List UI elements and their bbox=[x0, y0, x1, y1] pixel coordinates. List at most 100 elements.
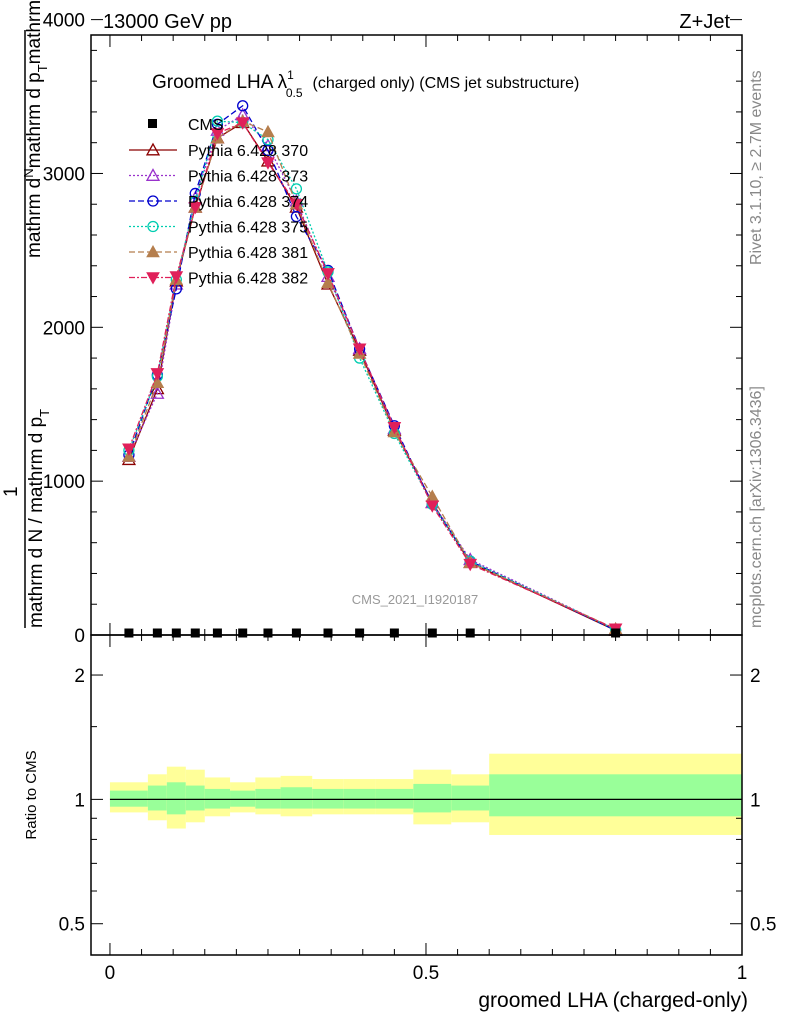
ratio-band-inner bbox=[166, 782, 186, 815]
xlabel: groomed LHA (charged-only) bbox=[478, 989, 748, 1012]
legend-marker bbox=[147, 195, 159, 207]
ylabel-one: 1 bbox=[1, 486, 22, 497]
ratio-band-inner bbox=[280, 787, 313, 809]
legend-cms-label: CMS bbox=[188, 117, 224, 134]
series-point bbox=[150, 375, 165, 388]
legend-label: Pythia 6.428 373 bbox=[188, 169, 308, 186]
cms-point bbox=[465, 628, 475, 638]
cms-point bbox=[263, 628, 273, 638]
legend-marker bbox=[146, 244, 160, 258]
legend-marker bbox=[145, 142, 161, 156]
series-point bbox=[188, 202, 203, 215]
ylabel-den: mathrm d N / mathrm d pT bbox=[26, 409, 52, 628]
mcplots-label: mcplots.cern.ch [arXiv:1306.3436] bbox=[748, 386, 765, 628]
series-2 bbox=[121, 107, 623, 636]
series-point bbox=[211, 115, 224, 127]
series-point bbox=[261, 157, 275, 170]
legend-marker bbox=[147, 220, 159, 233]
series-point bbox=[150, 386, 165, 399]
series-point bbox=[210, 128, 225, 141]
ytick-label: 1000 bbox=[43, 472, 85, 493]
legend-label: Pythia 6.428 374 bbox=[188, 194, 308, 211]
series-point bbox=[387, 422, 402, 435]
series-5 bbox=[122, 114, 623, 635]
cms-point bbox=[389, 628, 399, 638]
ratio-ylabel: Ratio to CMS bbox=[23, 750, 40, 839]
cms-points bbox=[124, 628, 621, 638]
ratio-ytick-label: 0.5 bbox=[59, 915, 85, 936]
ratio-band-inner bbox=[109, 790, 148, 807]
chart-title: Groomed LHA λ1 0.5 (charged only) (CMS jet… bbox=[152, 68, 579, 100]
legend-label: Pythia 6.428 382 bbox=[188, 271, 308, 288]
ratio-band-inner bbox=[489, 774, 742, 817]
series-point bbox=[150, 368, 165, 381]
ytick-label: 2000 bbox=[43, 318, 85, 339]
process-label: Z+Jet bbox=[679, 11, 730, 33]
series-point bbox=[321, 268, 335, 281]
cms-point bbox=[171, 628, 181, 638]
series-point bbox=[463, 558, 478, 572]
cms-point bbox=[291, 628, 301, 638]
legend: CMS Pythia 6.428 370 Pythia 6.428 373 Pyth… bbox=[129, 117, 308, 288]
title-sup: 1 bbox=[287, 68, 294, 82]
ratio-band-inner bbox=[185, 785, 205, 811]
legend-label: Pythia 6.428 370 bbox=[188, 143, 308, 160]
legend-label: Pythia 6.428 381 bbox=[188, 245, 308, 262]
cms-point bbox=[427, 628, 437, 638]
title-sub: 0.5 bbox=[286, 86, 303, 100]
ratio-ytick-label: 2 bbox=[74, 666, 85, 687]
ratio-frame bbox=[90, 634, 743, 956]
cms-point bbox=[190, 628, 200, 638]
series-point bbox=[425, 500, 440, 513]
legend-marker bbox=[145, 168, 161, 181]
series-point bbox=[122, 449, 136, 462]
cms-point bbox=[212, 628, 222, 638]
series-point bbox=[237, 100, 249, 112]
watermark: CMS_2021_I1920187 bbox=[352, 592, 479, 607]
series-point bbox=[122, 443, 136, 456]
cms-point bbox=[323, 628, 333, 638]
main-ylabel: mathrm dNmathrm d pTmathrm d lambda 1 ma… bbox=[1, 0, 52, 628]
ratio-ytick-label-right: 0.5 bbox=[750, 915, 776, 936]
main-panel: 01000200030004000500060007000 CMS_2021_I… bbox=[1, 0, 743, 647]
cms-point bbox=[238, 628, 248, 638]
ratio-bands bbox=[109, 753, 742, 835]
xtick-label: 0.5 bbox=[413, 963, 439, 984]
ratio-band-inner bbox=[147, 785, 167, 811]
series-line bbox=[128, 121, 616, 630]
series-point bbox=[235, 117, 250, 130]
cms-point bbox=[124, 628, 134, 638]
legend-marker bbox=[146, 272, 160, 285]
ratio-ytick-label-right: 2 bbox=[750, 666, 761, 687]
series-group bbox=[121, 100, 623, 637]
rivet-label: Rivet 3.1.10, ≥ 2.7M events bbox=[748, 70, 765, 265]
series-point bbox=[261, 124, 275, 138]
series-line bbox=[128, 120, 616, 630]
cms-point bbox=[355, 628, 365, 638]
cms-point bbox=[611, 628, 621, 638]
series-point bbox=[321, 275, 335, 288]
series-6 bbox=[122, 117, 623, 636]
cms-point bbox=[152, 628, 162, 638]
series-point bbox=[262, 144, 274, 157]
xtick-label: 0 bbox=[105, 963, 116, 984]
ratio-axes: 0.5 0.5 1 1 2 2 0 0.5 1 bbox=[59, 635, 776, 984]
ytick-label: 0 bbox=[74, 626, 85, 647]
ratio-band-inner bbox=[451, 785, 490, 811]
ratio-band-inner bbox=[413, 783, 452, 813]
series-point bbox=[352, 343, 367, 356]
title-main: Groomed LHA λ bbox=[152, 72, 288, 93]
series-line bbox=[128, 114, 616, 631]
legend-cms-marker bbox=[148, 119, 157, 128]
ratio-ytick-label: 1 bbox=[74, 790, 85, 811]
main-axes: 01000200030004000500060007000 bbox=[43, 11, 743, 647]
ratio-panel: 0.5 0.5 1 1 2 2 0 0.5 1 Ratio to CMS bbox=[23, 634, 776, 984]
legend-label: Pythia 6.428 375 bbox=[188, 220, 308, 237]
series-point bbox=[289, 198, 304, 212]
ytick-label: 4000 bbox=[43, 11, 85, 32]
xtick-label: 1 bbox=[737, 963, 748, 984]
energy-label: 13000 GeV pp bbox=[103, 11, 232, 33]
title-rest: (charged only) (CMS jet substructure) bbox=[313, 75, 580, 92]
ylabel-num: mathrm dNmathrm d pTmathrm d lambda bbox=[21, 0, 50, 258]
